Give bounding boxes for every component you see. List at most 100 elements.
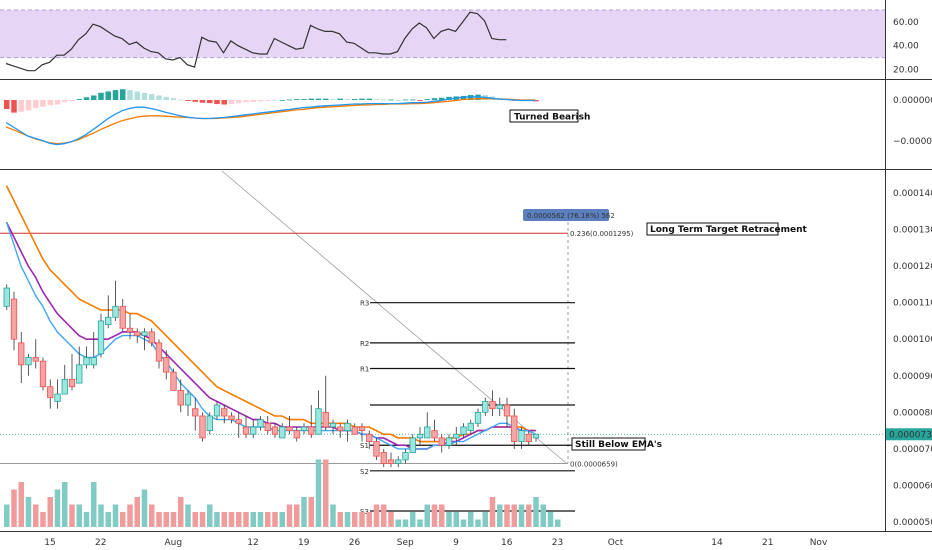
volume-bar <box>330 504 336 527</box>
volume-bar <box>308 497 314 527</box>
candle-body <box>3 287 10 307</box>
volume-bar <box>431 504 438 527</box>
time-tick-label: 23 <box>552 538 563 548</box>
volume-bar <box>76 504 82 527</box>
volume-bar <box>352 512 358 527</box>
time-tick-label: Oct <box>608 538 624 548</box>
candle-body <box>496 404 503 410</box>
pivot-label: R3 <box>360 300 369 308</box>
volume-bar <box>18 482 24 527</box>
time-tick-label: 16 <box>501 538 513 548</box>
volume-bar <box>134 497 140 527</box>
time-tick-label: 19 <box>298 538 310 548</box>
rsi-band <box>0 9 885 58</box>
price-tick-label: 0.0000800 <box>893 408 932 418</box>
macd-histogram-bar <box>207 100 213 104</box>
time-tick-label: Nov <box>810 538 828 548</box>
price-tick-label: 0.0000500 <box>893 518 932 528</box>
candle-body <box>525 433 532 442</box>
time-tick-label: 12 <box>247 538 258 548</box>
candle-body <box>163 357 170 373</box>
candle-body <box>271 426 279 435</box>
macd-histogram-bar <box>170 98 177 100</box>
volume-bar <box>214 512 220 527</box>
volume-bar <box>446 512 452 527</box>
candle-body <box>68 379 76 388</box>
volume-bar <box>257 512 264 527</box>
macd-histogram-bar <box>272 100 278 101</box>
macd-histogram-bar <box>163 96 169 100</box>
macd-histogram-bar <box>33 100 39 109</box>
volume-bar <box>243 512 249 527</box>
time-tick-label: 14 <box>711 538 723 548</box>
volume-bar <box>453 512 459 527</box>
macd-histogram-bar <box>359 98 365 100</box>
candle-body <box>126 327 134 333</box>
macd-histogram-bar <box>424 99 430 100</box>
volume-bar <box>294 504 300 527</box>
macd-histogram-bar <box>533 100 539 102</box>
macd-histogram-bar <box>228 100 235 105</box>
macd-histogram-bar <box>83 97 90 100</box>
macd-histogram-bar <box>344 99 351 100</box>
macd-histogram-bar <box>25 100 32 111</box>
price-tick-label: 0.0001300 <box>893 226 932 236</box>
candle-body <box>18 342 25 366</box>
volume-bar <box>54 489 61 527</box>
macd-histogram-bar <box>11 100 17 113</box>
candle-body <box>83 357 90 366</box>
price-tick-label: 0.0001200 <box>893 262 932 272</box>
candle-body <box>141 331 148 336</box>
time-tick-label: 15 <box>44 538 55 548</box>
candle-body <box>453 433 460 439</box>
volume-bar <box>468 512 474 527</box>
candle-body <box>322 411 329 428</box>
volume-bar <box>156 512 162 527</box>
macd-histogram-bar <box>460 95 467 100</box>
volume-bar <box>286 504 293 527</box>
volume-bar <box>388 512 394 527</box>
macd-histogram-bar <box>323 98 329 100</box>
candle-body <box>213 404 221 417</box>
measure-label-box <box>523 209 609 221</box>
volume-bar <box>373 504 380 527</box>
macd-histogram-bar <box>301 99 307 100</box>
annotation-still-below-emas: Still Below EMA's <box>575 440 662 450</box>
macd-histogram-bar <box>134 91 140 100</box>
candle-body <box>358 426 366 432</box>
macd-histogram-bar <box>149 94 155 100</box>
macd-histogram-bar <box>468 95 474 100</box>
volume-bar <box>555 519 561 527</box>
macd-histogram-bar <box>352 99 358 100</box>
volume-bar <box>192 512 198 527</box>
candle-body <box>438 437 445 446</box>
candle-body <box>366 433 373 442</box>
annotation-box <box>509 109 579 123</box>
macd-histogram-bar <box>439 97 445 100</box>
candle-body <box>373 441 380 457</box>
macd-histogram-bar <box>120 89 126 100</box>
pivot-label: S2 <box>360 468 369 476</box>
macd-histogram-bar <box>402 99 409 101</box>
fib-level-label: 0.236(0.0001295) <box>570 230 634 238</box>
volume-bar <box>62 482 68 527</box>
volume-bar <box>381 504 387 527</box>
volume-bar <box>105 512 111 527</box>
annotation-long-term-target: Long Term Target Retracement <box>650 225 808 235</box>
candle-body <box>112 305 119 318</box>
macd-histogram-bar <box>337 98 343 100</box>
volume-bar <box>25 497 32 527</box>
candle-body <box>467 422 474 432</box>
macd-histogram-bar <box>388 99 394 101</box>
macd-histogram-bar <box>330 99 336 100</box>
volume-bar <box>47 497 53 527</box>
macd-histogram-bar <box>185 100 191 101</box>
candle-body <box>460 426 467 435</box>
candle-body <box>416 433 424 439</box>
candle-body <box>10 298 18 340</box>
candle-body <box>489 400 496 410</box>
candle-body <box>351 426 358 435</box>
volume-bar <box>127 504 133 527</box>
